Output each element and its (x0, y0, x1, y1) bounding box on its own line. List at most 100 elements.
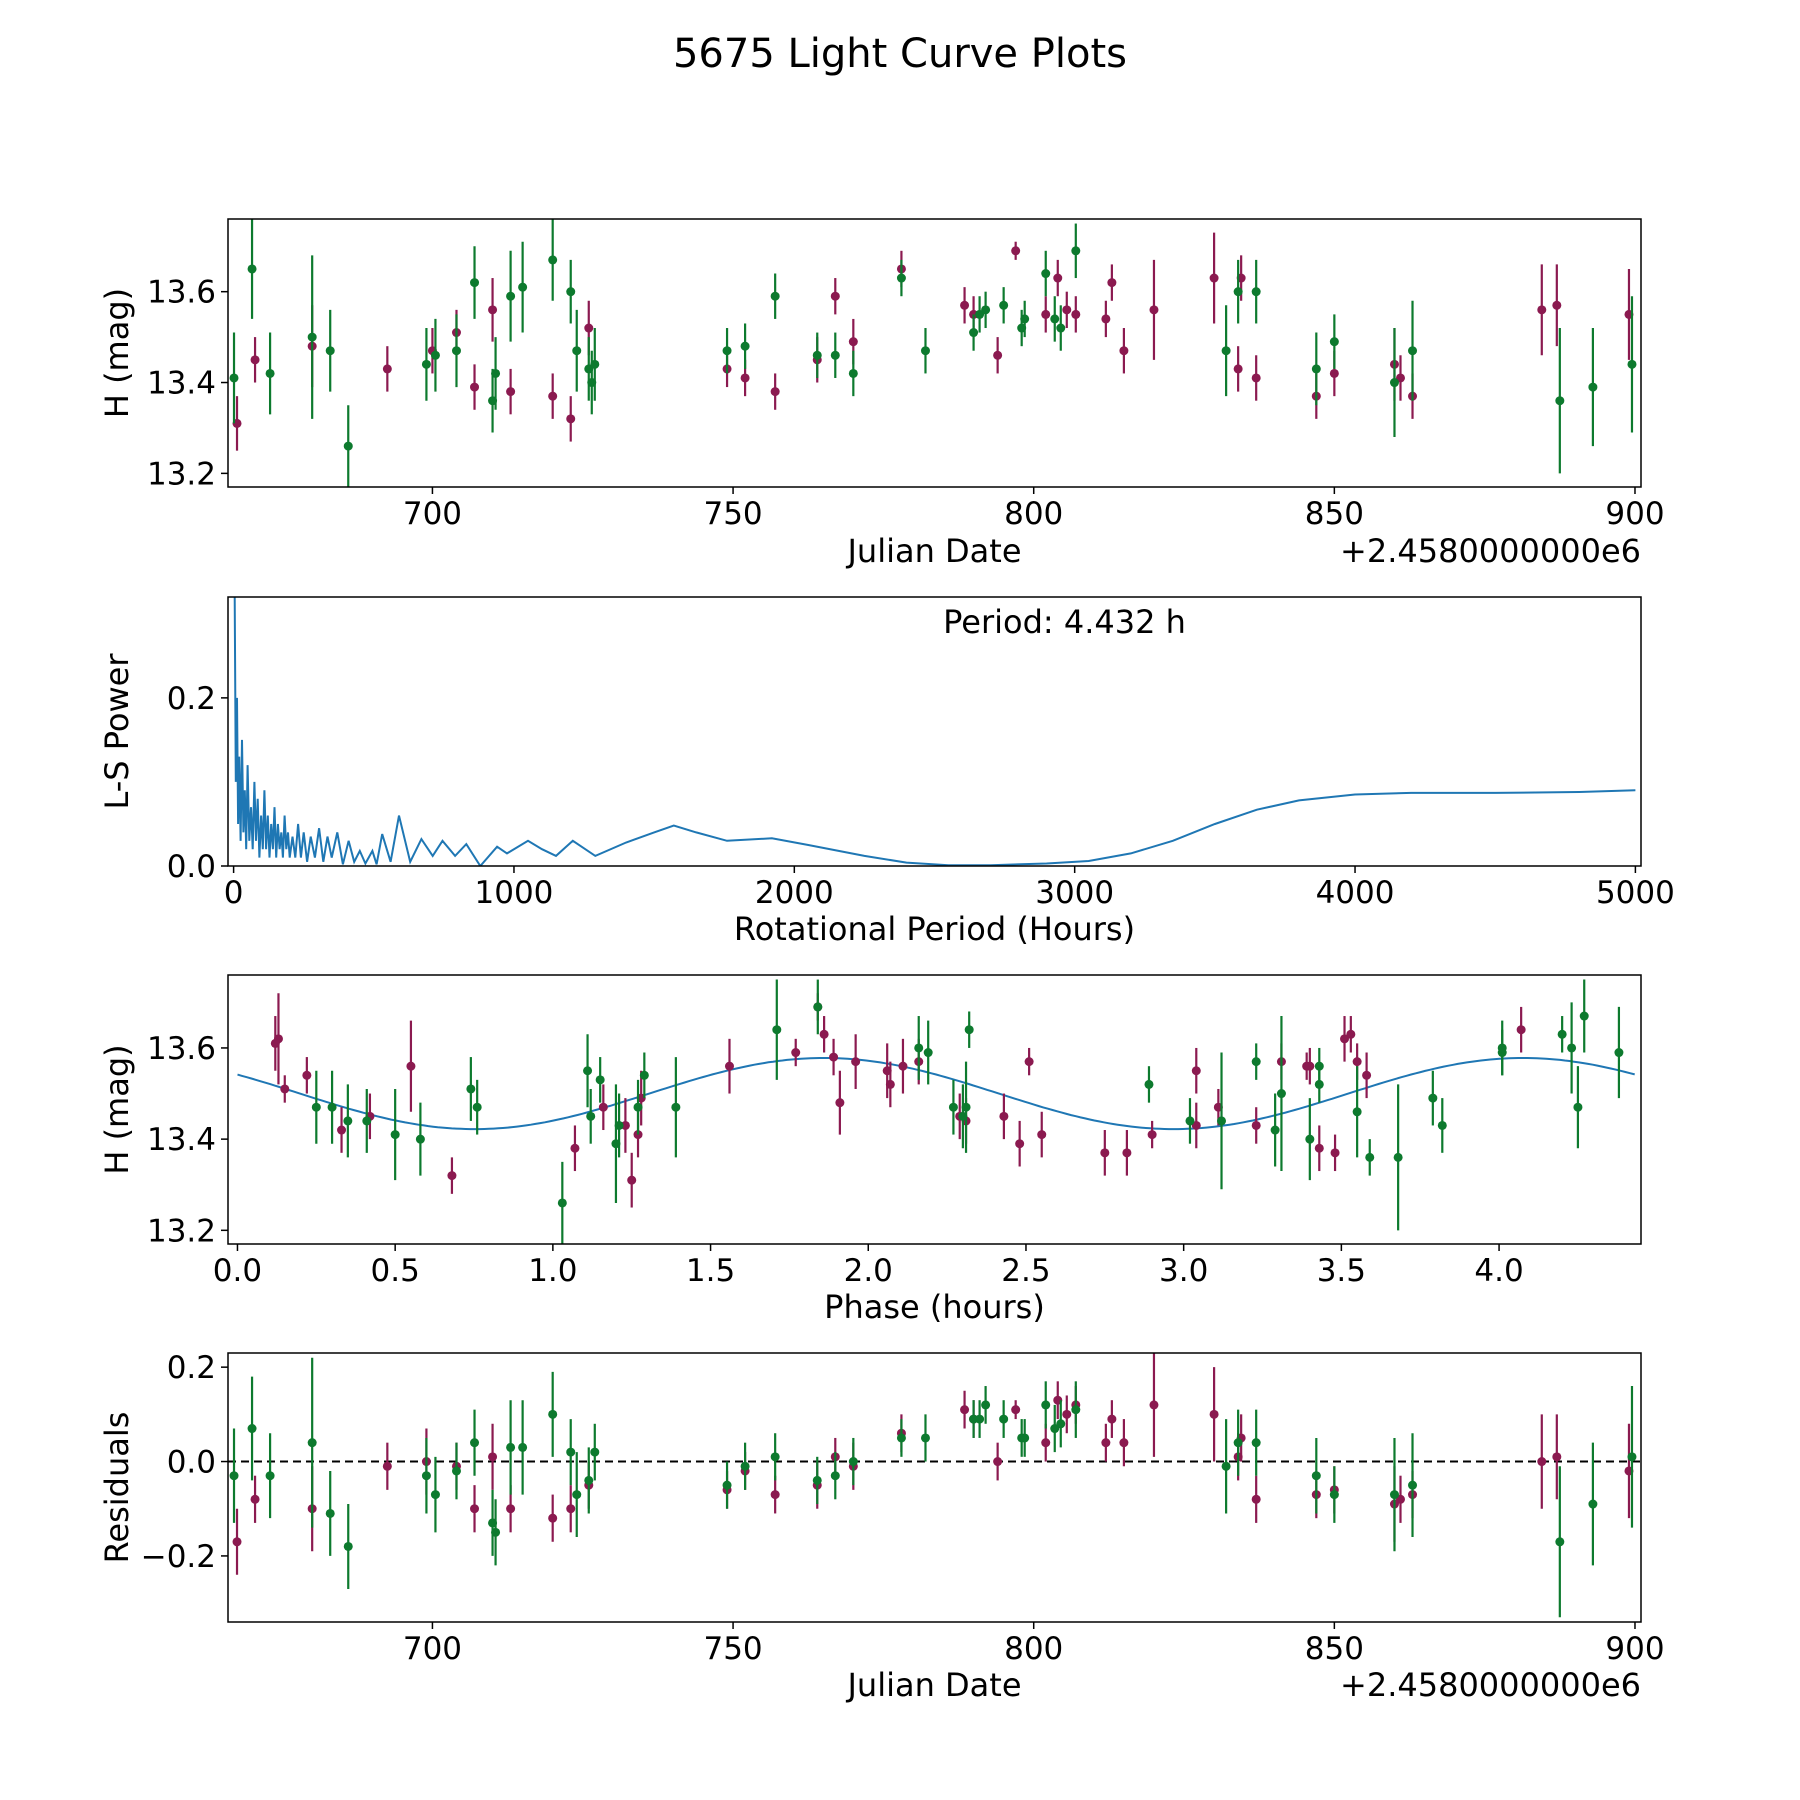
data-point-green (572, 1490, 582, 1500)
data-point-magenta (627, 1175, 637, 1185)
x-tick-label: 800 (1004, 496, 1063, 532)
data-point-green (1329, 337, 1339, 347)
data-point-green (1050, 1424, 1060, 1434)
data-point-magenta (1537, 1457, 1547, 1467)
x-tick-label: 3000 (1035, 875, 1114, 911)
data-point-magenta (791, 1048, 801, 1058)
data-point-green (1221, 346, 1231, 356)
data-point-green (633, 1102, 643, 1112)
y-tick-label: 0.0 (167, 1445, 216, 1481)
data-point-green (1251, 287, 1261, 297)
data-point-magenta (584, 323, 594, 333)
period-annotation: Period: 4.432 h (943, 603, 1186, 641)
x-tick-label: 2000 (755, 875, 834, 911)
data-point-magenta (1516, 1025, 1526, 1035)
data-point-green (415, 1134, 425, 1144)
data-point-magenta (830, 291, 840, 301)
data-point-green (1314, 1079, 1324, 1089)
data-point-magenta (1209, 273, 1219, 283)
x-tick-label: 700 (403, 1631, 462, 1667)
data-point-green (813, 1002, 823, 1012)
x-tick-label: 750 (703, 1631, 762, 1667)
data-point-magenta (1314, 1143, 1324, 1153)
data-point-magenta (1251, 1494, 1261, 1504)
data-point-magenta (1149, 1400, 1159, 1410)
data-point-green (421, 359, 431, 369)
x-offset-text: +2.4580000000e6 (1340, 1666, 1641, 1704)
data-point-green (1437, 1120, 1447, 1130)
axes-frame (227, 218, 1642, 488)
x-tick-label: 750 (703, 496, 762, 532)
data-point-magenta (1053, 273, 1063, 283)
plot-area (233, 597, 1636, 866)
data-point-green (506, 1442, 516, 1452)
data-point-green (812, 1475, 822, 1485)
axes-frame (227, 596, 1642, 867)
data-point-green (1311, 364, 1321, 374)
x-tick-label: 5000 (1596, 875, 1675, 911)
data-point-green (583, 1066, 593, 1076)
data-point-green (472, 1102, 482, 1112)
data-point-magenta (620, 1120, 630, 1130)
data-point-magenta (1362, 1070, 1372, 1080)
x-tick-label: 1000 (475, 875, 554, 911)
data-point-green (1144, 1079, 1154, 1089)
data-point-magenta (898, 1061, 908, 1071)
data-point-green (229, 373, 239, 383)
data-point-magenta (1251, 373, 1261, 383)
data-point-green (1276, 1089, 1286, 1099)
data-point-magenta (1107, 1414, 1117, 1424)
plot-area (228, 1353, 1641, 1618)
y-tick-label: 13.2 (147, 456, 216, 492)
data-point-green (1221, 1461, 1231, 1471)
data-point-green (1329, 1490, 1339, 1500)
data-point-green (1579, 1011, 1589, 1021)
data-point-green (1233, 1438, 1243, 1448)
panel-light-curve: 700 750 800 850 900 13.2 13.4 13.6 Julian Date H … (98, 218, 1665, 570)
data-point-green (518, 1442, 528, 1452)
data-point-green (1614, 1048, 1624, 1058)
axes-frame (227, 974, 1642, 1245)
data-point-magenta (1119, 1438, 1129, 1448)
data-point-magenta (1101, 1438, 1111, 1448)
data-point-green (548, 1409, 558, 1419)
data-point-green (1071, 1405, 1081, 1415)
data-point-green (421, 1471, 431, 1481)
data-point-green (1557, 1029, 1567, 1039)
data-point-magenta (570, 1143, 580, 1153)
data-point-green (1311, 1471, 1321, 1481)
y-tick-label: 13.6 (147, 1031, 216, 1067)
data-point-magenta (1330, 1148, 1340, 1158)
data-point-green (1270, 1125, 1280, 1135)
data-point-magenta (470, 382, 480, 392)
data-point-magenta (1037, 1130, 1047, 1140)
data-point-green (590, 359, 600, 369)
data-point-magenta (1191, 1120, 1201, 1130)
axes-frame (227, 1352, 1642, 1623)
data-point-green (1352, 1107, 1362, 1117)
data-point-green (1555, 1537, 1565, 1547)
data-point-magenta (1122, 1148, 1132, 1158)
data-point-green (325, 346, 335, 356)
data-point-green (1567, 1043, 1577, 1053)
data-point-magenta (740, 373, 750, 383)
fit-curve (237, 1057, 1635, 1131)
data-point-magenta (1251, 1120, 1261, 1130)
data-point-green (1627, 359, 1637, 369)
x-tick-label: 0.5 (371, 1253, 420, 1289)
data-point-magenta (382, 364, 392, 374)
x-tick-label: 2.0 (844, 1253, 893, 1289)
x-tick-label: 4.0 (1474, 1253, 1523, 1289)
data-point-green (343, 441, 353, 451)
y-tick-label: 13.6 (147, 275, 216, 311)
data-point-green (1020, 1433, 1030, 1443)
x-tick-label: 1.5 (686, 1253, 735, 1289)
data-point-magenta (1101, 314, 1111, 324)
data-point-magenta (1537, 305, 1547, 315)
y-tick-label: 0.2 (167, 1350, 216, 1386)
data-point-magenta (406, 1061, 416, 1071)
data-point-green (307, 332, 317, 342)
data-point-green (1408, 1480, 1418, 1490)
data-point-magenta (337, 1125, 347, 1135)
data-point-magenta (470, 1504, 480, 1514)
